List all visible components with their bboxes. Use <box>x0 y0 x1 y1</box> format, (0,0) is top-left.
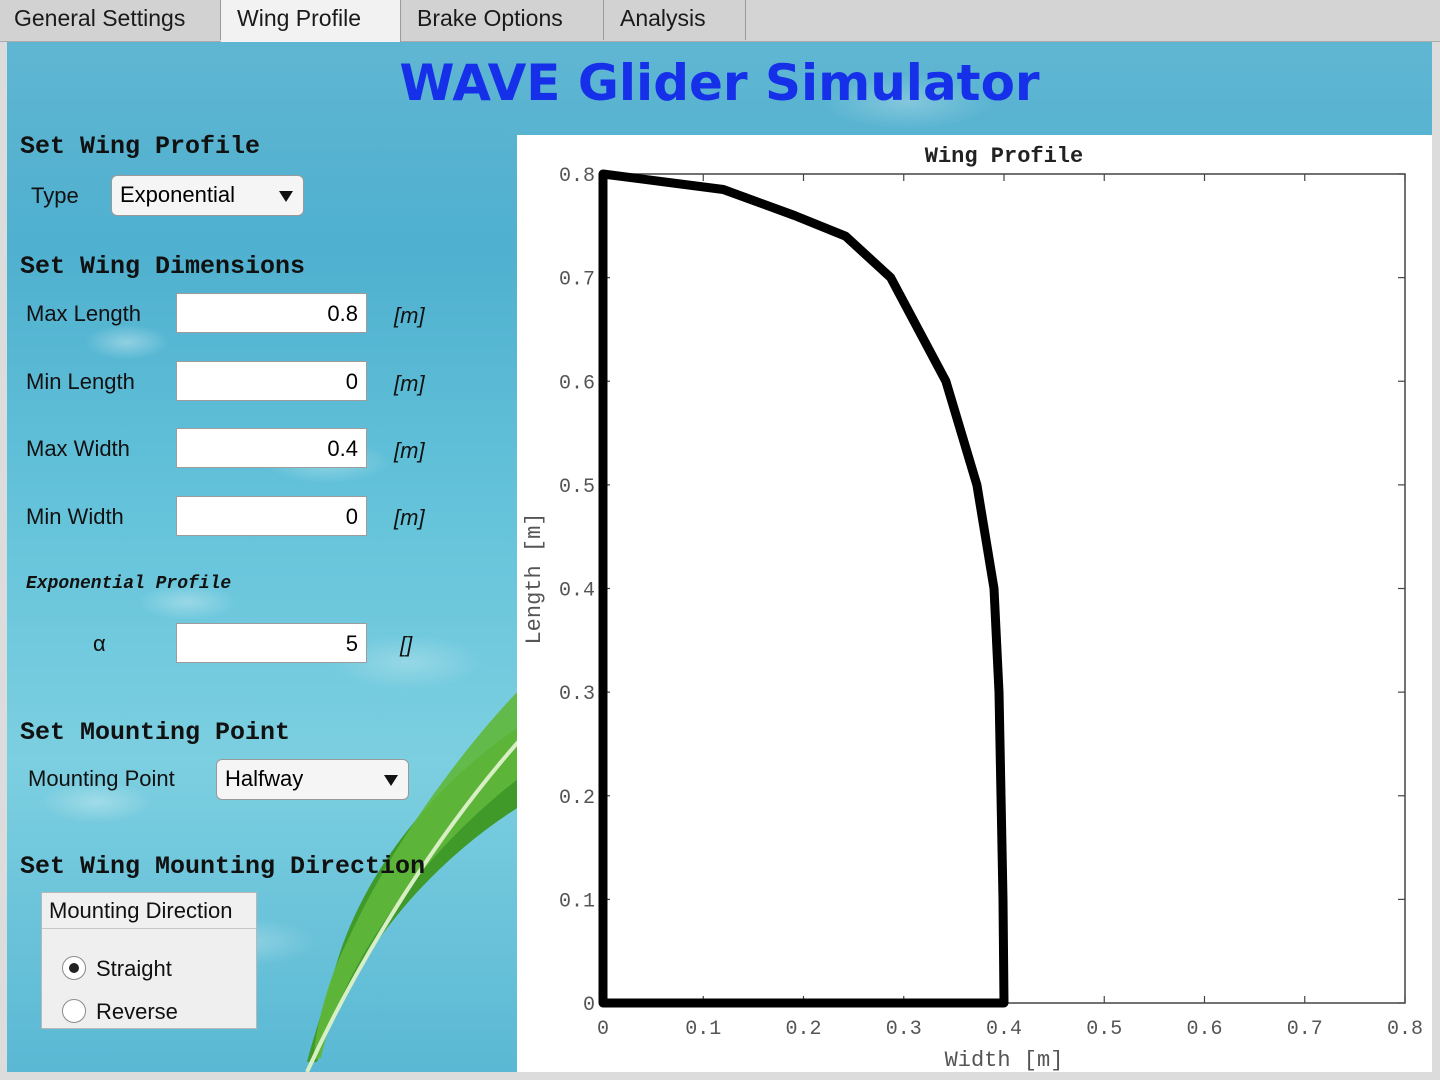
max-width-field[interactable]: 0.4 <box>176 428 367 468</box>
mounting-point-heading: Set Mounting Point <box>20 718 291 747</box>
chevron-down-icon <box>384 775 398 786</box>
x-axis-label: Width [m] <box>945 1048 1064 1072</box>
y-tick-label: 0.3 <box>559 683 595 706</box>
mounting-direction-group: Mounting Direction Straight Reverse <box>41 892 257 1029</box>
max-length-unit: [m] <box>394 303 425 328</box>
wing-dimensions-heading: Set Wing Dimensions <box>20 252 306 281</box>
profile-type-select[interactable]: Exponential <box>111 175 304 216</box>
tab-bar: General Settings Wing Profile Brake Opti… <box>0 0 1440 42</box>
y-tick-label: 0.8 <box>559 165 595 188</box>
alpha-label: α <box>93 631 106 656</box>
wing-profile-series-line <box>598 169 1009 1008</box>
y-tick-label: 0.6 <box>559 372 595 395</box>
alpha-unit: [] <box>400 632 413 657</box>
x-tick-label: 0.5 <box>1086 1018 1122 1041</box>
y-tick-label: 0.1 <box>559 890 595 913</box>
x-tick-label: 0.8 <box>1387 1018 1423 1041</box>
alpha-field[interactable]: 5 <box>176 623 367 663</box>
max-length-label: Max Length <box>26 301 141 326</box>
min-length-unit: [m] <box>394 371 425 396</box>
tab-brake-options[interactable]: Brake Options <box>401 0 604 40</box>
max-width-label: Max Width <box>26 436 130 461</box>
radio-reverse-label: Reverse <box>96 999 178 1024</box>
chart-title: Wing Profile <box>925 144 1083 169</box>
exponential-profile-heading: Exponential Profile <box>26 574 232 594</box>
radio-button-icon[interactable] <box>62 999 86 1023</box>
mounting-direction-heading: Set Wing Mounting Direction <box>20 852 426 881</box>
mounting-point-value: Halfway <box>225 766 304 791</box>
y-tick-label: 0.2 <box>559 787 595 810</box>
tab-analysis[interactable]: Analysis <box>604 0 746 40</box>
radio-straight-label: Straight <box>96 956 172 981</box>
min-length-label: Min Length <box>26 369 135 394</box>
wing-profile-chart: 0 0.1 0.2 0.3 0.4 0.5 0.6 0.7 0.8 0 0.1 0.2 0.3 0.4 0.… <box>517 135 1432 1072</box>
y-tick-label: 0.7 <box>559 269 595 292</box>
wing-profile-panel: WAVE Glider Simulator Set Wing Profile T… <box>7 42 1432 1072</box>
y-tick-label: 0.4 <box>559 580 595 603</box>
wing-profile-heading: Set Wing Profile <box>20 132 261 161</box>
chart-svg: 0 0.1 0.2 0.3 0.4 0.5 0.6 0.7 0.8 0 0.1 0.2 0.3 0.4 0.… <box>522 144 1423 1072</box>
app-title: WAVE Glider Simulator <box>399 54 1040 112</box>
min-length-field[interactable]: 0 <box>176 361 367 401</box>
mounting-point-label: Mounting Point <box>28 766 175 791</box>
max-length-field[interactable]: 0.8 <box>176 293 367 333</box>
y-tick-label: 0.5 <box>559 476 595 499</box>
y-axis-label: Length [m] <box>522 512 547 644</box>
tab-general-settings[interactable]: General Settings <box>0 0 221 40</box>
x-tick-label: 0.4 <box>986 1018 1022 1041</box>
min-width-label: Min Width <box>26 504 124 529</box>
x-tick-label: 0.2 <box>785 1018 821 1041</box>
mounting-point-select[interactable]: Halfway <box>216 759 409 800</box>
x-tick-label: 0.1 <box>685 1018 721 1041</box>
x-tick-label: 0.3 <box>886 1018 922 1041</box>
type-label: Type <box>31 183 79 208</box>
x-tick-label: 0.7 <box>1287 1018 1323 1041</box>
min-width-field[interactable]: 0 <box>176 496 367 536</box>
chevron-down-icon <box>279 191 293 202</box>
x-tick-label: 0 <box>597 1018 609 1041</box>
tab-wing-profile[interactable]: Wing Profile <box>221 0 401 42</box>
profile-type-value: Exponential <box>120 182 235 207</box>
mounting-direction-group-title: Mounting Direction <box>42 893 256 929</box>
leaf-image <box>277 662 529 1072</box>
radio-button-selected-icon[interactable] <box>62 956 86 980</box>
max-width-unit: [m] <box>394 438 425 463</box>
min-width-unit: [m] <box>394 505 425 530</box>
y-tick-label: 0 <box>583 994 595 1017</box>
x-tick-label: 0.6 <box>1186 1018 1222 1041</box>
